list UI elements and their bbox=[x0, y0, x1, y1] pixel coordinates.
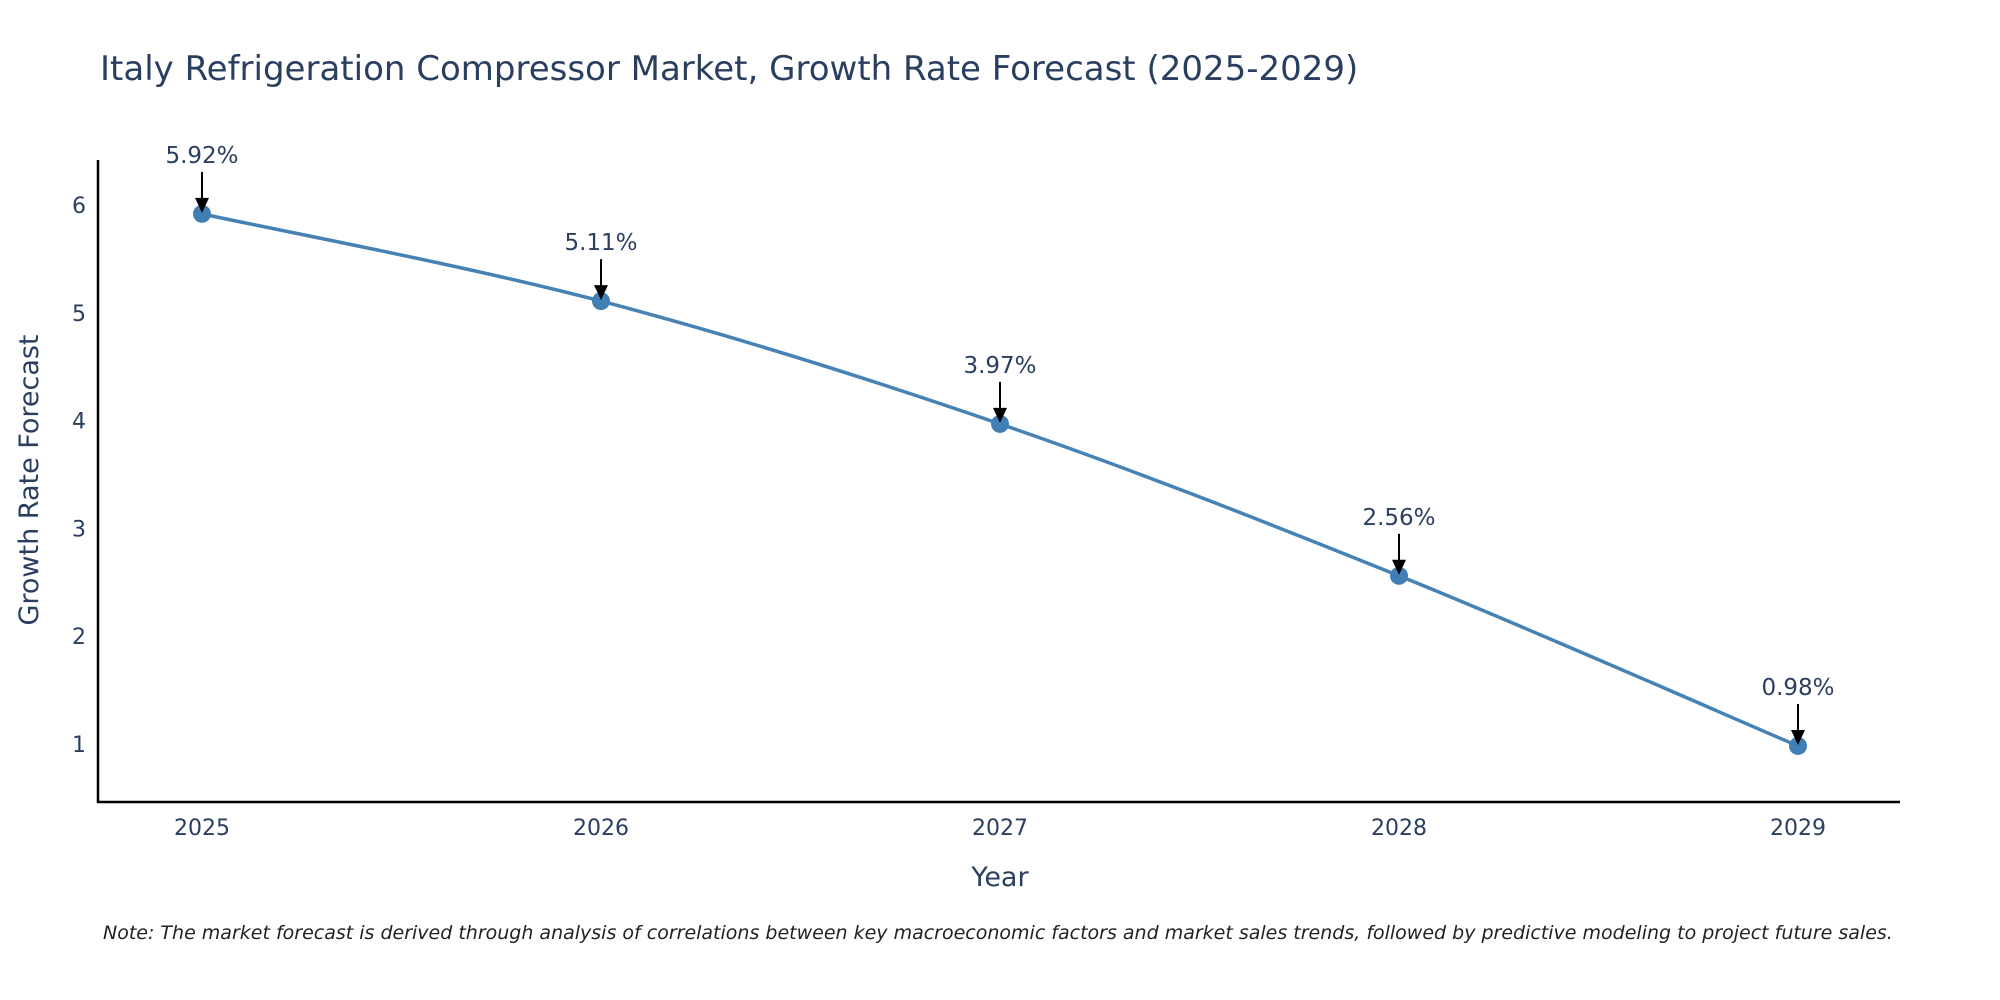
x-tick-label: 2028 bbox=[1371, 816, 1427, 841]
annotation-arrow-head bbox=[1392, 559, 1406, 575]
x-axis-title: Year bbox=[970, 862, 1029, 893]
annotation-arrow-head bbox=[594, 285, 608, 301]
annotation-arrow-head bbox=[1791, 729, 1805, 745]
data-point bbox=[991, 414, 1009, 433]
x-tick-label: 2026 bbox=[573, 816, 629, 841]
y-axis: 1 2 3 4 5 6 bbox=[72, 160, 100, 803]
data-point bbox=[592, 292, 610, 311]
annotation-arrow-head bbox=[195, 197, 209, 213]
y-tick-label: 4 bbox=[72, 410, 86, 435]
data-label: 0.98% bbox=[1761, 675, 1834, 701]
x-tick-label: 2027 bbox=[972, 816, 1028, 841]
x-axis: 2025 2026 2027 2028 2029 bbox=[97, 800, 1900, 841]
series-line bbox=[201, 212, 1799, 748]
y-axis-title: Growth Rate Forecast bbox=[14, 334, 45, 625]
data-point bbox=[1789, 736, 1807, 755]
data-annotations: 5.92% 5.11% 3.97% 2.56% 0.98% bbox=[165, 143, 1835, 745]
annotation-arrow-head bbox=[993, 407, 1007, 423]
y-tick-label: 2 bbox=[72, 625, 86, 650]
chart-title: Italy Refrigeration Compressor Market, G… bbox=[100, 49, 1358, 89]
data-label: 5.11% bbox=[564, 230, 637, 256]
data-label: 5.92% bbox=[165, 143, 238, 169]
data-label: 2.56% bbox=[1362, 505, 1435, 531]
y-tick-label: 3 bbox=[72, 517, 86, 542]
data-point bbox=[193, 204, 211, 223]
y-tick-label: 6 bbox=[72, 194, 86, 219]
y-tick-label: 5 bbox=[72, 302, 86, 327]
y-tick-label: 1 bbox=[72, 733, 86, 758]
data-point bbox=[1390, 566, 1408, 585]
footnote: Note: The market forecast is derived thr… bbox=[103, 922, 1893, 944]
series-growth-rate bbox=[193, 204, 1807, 755]
x-tick-label: 2025 bbox=[174, 816, 230, 841]
data-label: 3.97% bbox=[963, 353, 1036, 379]
x-tick-label: 2029 bbox=[1770, 816, 1826, 841]
